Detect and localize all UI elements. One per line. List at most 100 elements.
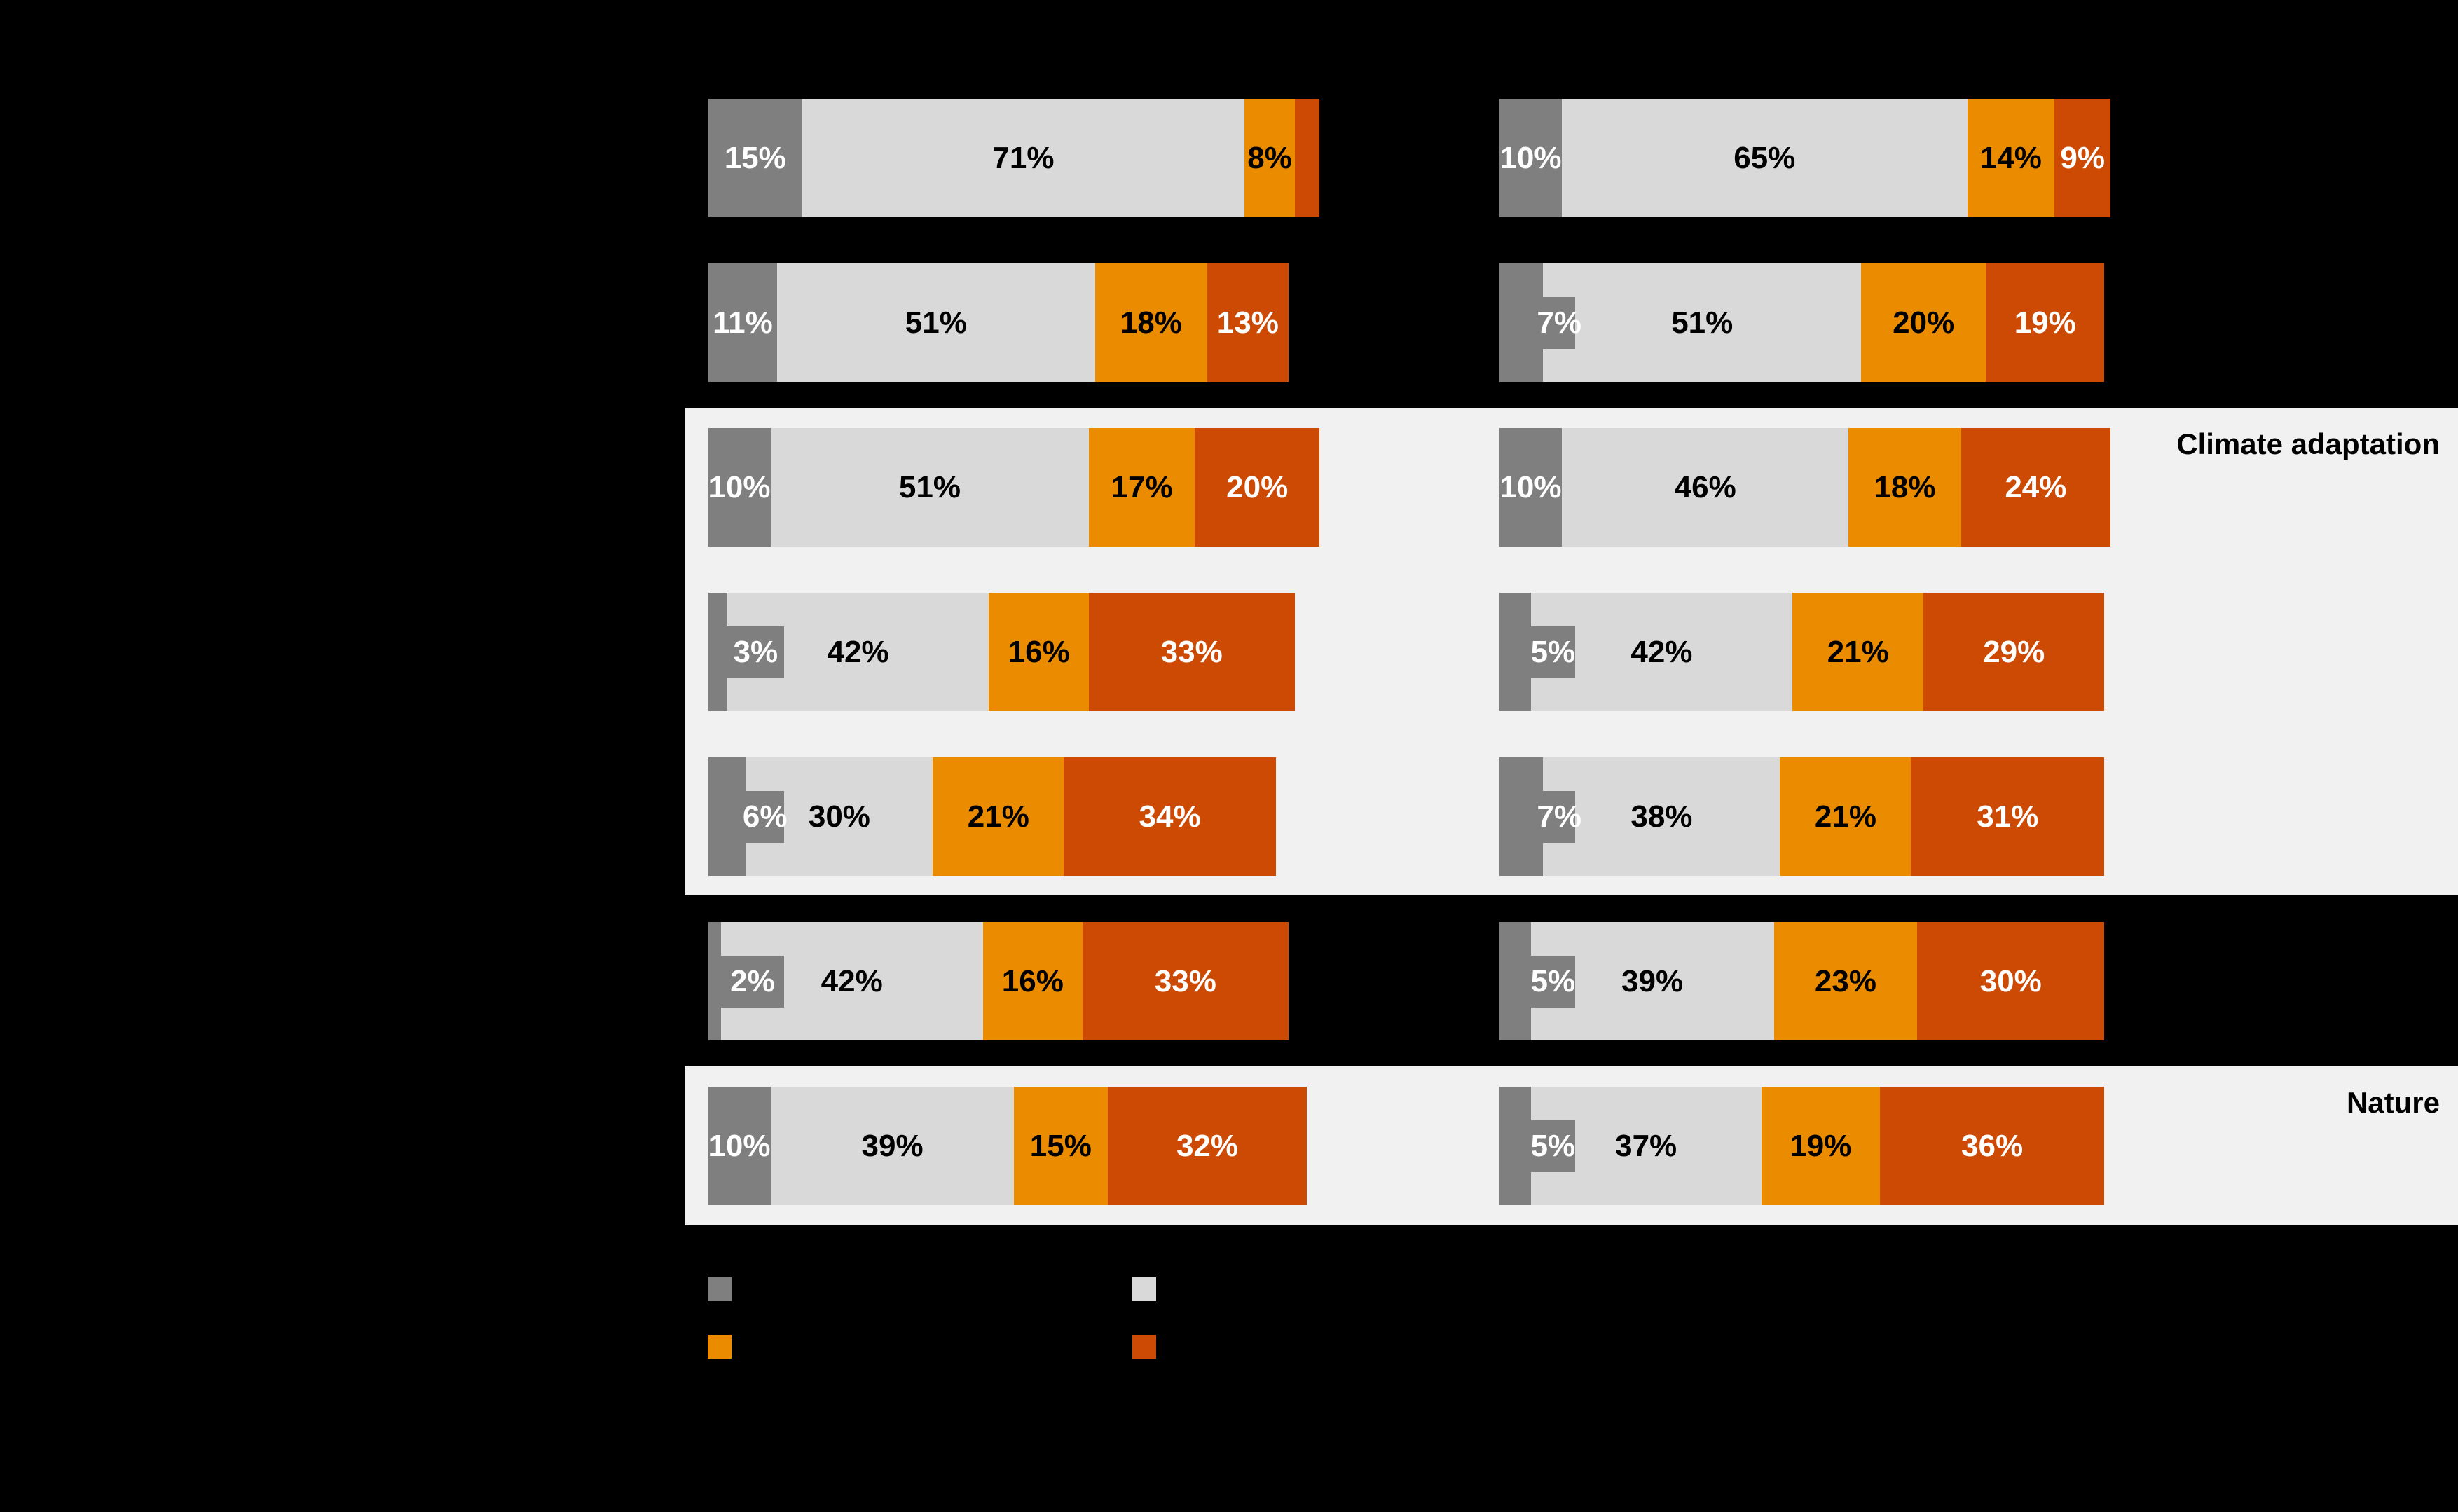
segment-value-label: 11% — [713, 305, 773, 340]
segment-value-label: 7% — [1537, 799, 1581, 834]
segment-orange: 21% — [933, 757, 1064, 876]
segment-gray: 11% — [708, 263, 777, 382]
stacked-bar-left-row4: 3% 42% 16% 33% — [708, 593, 1295, 711]
segment-value-label: 10% — [708, 1128, 771, 1163]
stacked-bar-right-row6: 5% 39% 23% 30% — [1499, 922, 2105, 1040]
segment-value-label: 15% — [1029, 1128, 1092, 1163]
segment-value-label: 10% — [1499, 140, 1562, 175]
segment-value-label: 18% — [1120, 305, 1182, 340]
segment-lightgray: 30% — [746, 757, 933, 876]
segment-value-label: 30% — [808, 799, 870, 834]
segment-callout-box: 6% — [743, 790, 787, 843]
segment-value-label: 51% — [898, 469, 961, 504]
segment-callout-box: 5% — [1530, 955, 1576, 1008]
segment-value-label: 42% — [827, 634, 889, 669]
segment-value-label: 42% — [821, 963, 883, 998]
segment-value-label: 10% — [708, 469, 771, 504]
segment-value-label: 30% — [1979, 963, 2042, 998]
stacked-bar-right-row3: 10% 46% 18% 24% — [1499, 428, 2111, 547]
segment-lightgray: 51% — [776, 263, 1095, 382]
segment-gray: 10% — [708, 428, 771, 547]
segment-rust: 20% — [1195, 428, 1320, 547]
segment-gray: 5% — [1499, 922, 1575, 1040]
segment-value-label: 9% — [2060, 140, 2105, 175]
segment-gray: 7% — [1499, 263, 1581, 382]
segment-orange: 18% — [1094, 263, 1207, 382]
segment-lightgray: 38% — [1543, 757, 1780, 876]
segment-rust: 32% — [1107, 1087, 1307, 1205]
segment-value-label: 5% — [1530, 963, 1576, 998]
stacked-bar-left-row1: 15% 71% 8% — [708, 99, 1320, 217]
segment-value-label: 34% — [1139, 799, 1201, 834]
segment-rust: 33% — [1082, 922, 1289, 1040]
segment-value-label: 3% — [733, 634, 778, 669]
segment-orange: 16% — [982, 922, 1083, 1040]
segment-orange: 15% — [1014, 1087, 1108, 1205]
segment-lightgray: 65% — [1562, 99, 1968, 217]
segment-value-label: 21% — [967, 799, 1029, 834]
segment-value-label: 5% — [1530, 634, 1576, 669]
segment-value-label: 29% — [1983, 634, 2045, 669]
segment-value-label: 37% — [1615, 1128, 1677, 1163]
segment-lightgray: 71% — [802, 99, 1245, 217]
segment-value-label: 71% — [992, 140, 1055, 175]
segment-callout-box: 7% — [1537, 296, 1581, 349]
segment-value-label: 36% — [1961, 1128, 2024, 1163]
segment-orange: 19% — [1761, 1087, 1880, 1205]
segment-value-label: 16% — [1008, 634, 1070, 669]
segment-value-label: 33% — [1160, 634, 1223, 669]
segment-gray: 6% — [708, 757, 787, 876]
segment-orange: 18% — [1848, 428, 1961, 547]
segment-rust: 31% — [1911, 757, 2105, 876]
segment-value-label: 20% — [1226, 469, 1289, 504]
segment-lightgray: 51% — [1543, 263, 1862, 382]
segment-callout-box: 3% — [727, 626, 784, 678]
segment-gray: 7% — [1499, 757, 1581, 876]
segment-gray: 5% — [1499, 593, 1575, 711]
stacked-bar-left-row7: 10% 39% 15% 32% — [708, 1087, 1307, 1205]
segment-value-label: 15% — [724, 140, 786, 175]
legend-swatch-lightgray — [1132, 1277, 1156, 1301]
segment-gray: 15% — [708, 99, 802, 217]
legend-swatch-orange — [708, 1335, 732, 1359]
stacked-bar-left-row6: 2% 42% 16% 33% — [708, 922, 1289, 1040]
segment-value-label: 31% — [1977, 799, 2039, 834]
segment-value-label: 6% — [742, 799, 788, 834]
segment-value-label: 21% — [1827, 634, 1889, 669]
segment-rust: 33% — [1088, 593, 1295, 711]
segment-rust: 36% — [1879, 1087, 2105, 1205]
segment-callout-box: 2% — [720, 955, 784, 1008]
segment-gray: 10% — [1499, 99, 1562, 217]
segment-orange: 16% — [989, 593, 1089, 711]
segment-lightgray: 37% — [1530, 1087, 1762, 1205]
segment-rust: 19% — [1986, 263, 2105, 382]
stacked-bar-left-row5: 6% 30% 21% 34% — [708, 757, 1276, 876]
segment-orange: 23% — [1773, 922, 1918, 1040]
segment-orange: 21% — [1792, 593, 1924, 711]
segment-value-label: 21% — [1814, 799, 1876, 834]
segment-callout-box: 7% — [1537, 790, 1581, 843]
segment-value-label: 39% — [861, 1128, 924, 1163]
segment-orange: 14% — [1967, 99, 2055, 217]
segment-gray: 5% — [1499, 1087, 1575, 1205]
segment-value-label: 18% — [1874, 469, 1936, 504]
segment-rust — [1294, 99, 1320, 217]
segment-rust: 34% — [1064, 757, 1276, 876]
segment-gray: 10% — [708, 1087, 771, 1205]
segment-callout-box: 5% — [1530, 1120, 1575, 1172]
segment-value-label: 8% — [1247, 140, 1292, 175]
stacked-bar-right-row1: 10% 65% 14% 9% — [1499, 99, 2111, 217]
stacked-bar-right-row2: 7% 51% 20% 19% — [1499, 263, 2105, 382]
segment-rust: 29% — [1923, 593, 2105, 711]
legend-swatch-gray — [708, 1277, 732, 1301]
segment-lightgray: 39% — [771, 1087, 1015, 1205]
stacked-bar-right-row7: 5% 37% 19% 36% — [1499, 1087, 2105, 1205]
segment-value-label: 42% — [1630, 634, 1693, 669]
segment-rust: 30% — [1917, 922, 2105, 1040]
segment-orange: 21% — [1780, 757, 1911, 876]
group-label: Climate adaptation — [2176, 427, 2440, 460]
segment-value-label: 24% — [2005, 469, 2067, 504]
segment-value-label: 19% — [1790, 1128, 1852, 1163]
segment-value-label: 51% — [1671, 305, 1733, 340]
